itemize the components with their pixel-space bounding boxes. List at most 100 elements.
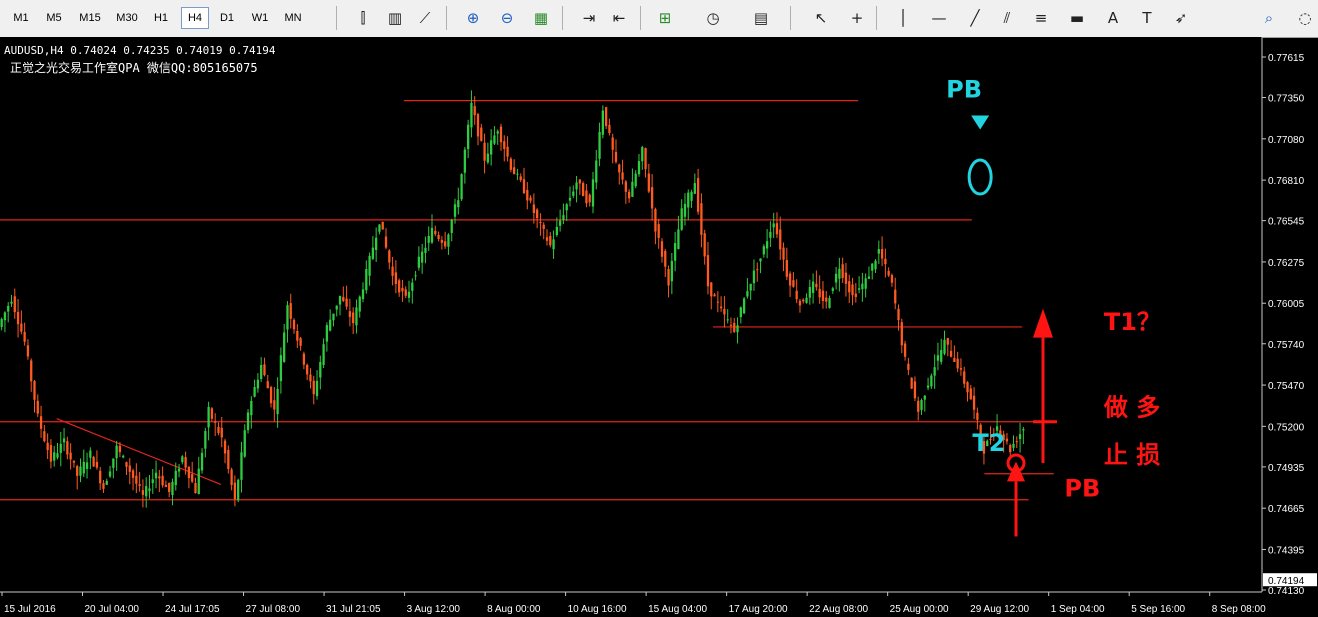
crosshair-icon[interactable]: + [850, 9, 864, 27]
timeframe-h4[interactable]: H4 [181, 7, 209, 29]
candle-body [62, 438, 66, 443]
timeframe-m30[interactable]: M30 [116, 12, 138, 24]
candle-body [10, 301, 13, 304]
zoom-out-icon[interactable]: ⊖ [500, 9, 514, 27]
fibonacci-icon[interactable]: ≡ [1034, 9, 1048, 27]
chart-annotation: PB [1064, 475, 1100, 503]
candle-body [128, 465, 131, 472]
candle-body [756, 269, 759, 271]
candle-body [407, 291, 411, 298]
candle-body [434, 230, 437, 235]
candle-body [1012, 443, 1015, 448]
candle-body [654, 209, 657, 232]
timeframe-h1[interactable]: H1 [153, 12, 169, 24]
candle-body [555, 226, 559, 235]
candle-body [187, 466, 191, 479]
x-tick-label: 24 Jul 17:05 [165, 604, 220, 615]
candle-body [250, 400, 253, 416]
indicators-icon[interactable]: ⊞ [658, 9, 672, 27]
text-icon[interactable]: A [1107, 9, 1119, 27]
candle-body [424, 247, 427, 253]
candle-body [667, 269, 670, 286]
candle-body [486, 153, 490, 163]
candle-body [608, 124, 611, 134]
candle-body [598, 131, 601, 159]
y-tick-label: 0.76275 [1268, 258, 1305, 269]
timeframe-w1[interactable]: W1 [251, 12, 269, 24]
candle-body [775, 223, 779, 235]
candle-body [204, 431, 207, 449]
candle-body [217, 426, 220, 434]
candle-body [197, 468, 200, 495]
candle-body [381, 221, 384, 230]
candle-body [719, 306, 723, 309]
candle-body [664, 250, 667, 267]
templates-icon[interactable]: ▤ [753, 9, 769, 27]
chat-icon[interactable]: ◌ [1298, 9, 1312, 27]
candle-body [427, 235, 430, 243]
candle-body [739, 307, 742, 318]
arrows-icon[interactable]: ➶ [1174, 9, 1188, 27]
candle-body [39, 416, 43, 429]
trendline[interactable] [56, 418, 222, 486]
y-tick-label: 0.74130 [1268, 586, 1305, 597]
candle-body [207, 406, 210, 428]
candle-body [723, 308, 726, 315]
candle-body [473, 106, 476, 116]
candle-body [263, 364, 266, 376]
candle-body [1022, 429, 1025, 431]
candle-body [273, 400, 276, 410]
text-label-icon[interactable]: T [1142, 9, 1152, 27]
candle-body [99, 470, 102, 484]
timeframe-d1[interactable]: D1 [219, 12, 235, 24]
candle-body [762, 246, 765, 255]
timeframe-m1[interactable]: M1 [13, 12, 29, 24]
candle-body [332, 313, 335, 321]
vertical-line-icon[interactable]: │ [898, 9, 908, 27]
candle-body [923, 395, 926, 400]
candle-body [979, 424, 982, 439]
candle-body [910, 377, 913, 389]
timeframe-m15[interactable]: M15 [79, 12, 101, 24]
horizontal-line-icon[interactable]: — [931, 9, 947, 27]
cursor-icon[interactable]: ↖ [814, 9, 828, 27]
y-tick-label: 0.76810 [1268, 176, 1305, 187]
candle-body [657, 224, 660, 238]
candle-body [512, 167, 516, 175]
candle-body [266, 381, 269, 389]
candle-body [986, 440, 989, 446]
candle-body [489, 140, 493, 155]
trendline-icon[interactable]: ╱ [970, 9, 980, 27]
candle-body [292, 319, 296, 330]
zoom-in-icon[interactable]: ⊕ [466, 9, 480, 27]
autoscroll-icon[interactable]: ⇤ [612, 9, 626, 27]
candle-body [549, 236, 552, 246]
candle-body [972, 395, 976, 410]
timeframe-mn[interactable]: MN [284, 12, 302, 24]
candle-body [759, 258, 762, 262]
candle-body [118, 445, 122, 453]
symbol-line: AUDUSD,H4 0.74024 0.74235 0.74019 0.7419… [4, 44, 276, 57]
x-tick-label: 29 Aug 12:00 [970, 604, 1029, 615]
candle-body [976, 412, 979, 420]
line-chart-icon[interactable]: ⟋ [419, 9, 431, 27]
candle-body [848, 281, 851, 293]
candle-body [926, 385, 930, 388]
candle-body [233, 482, 237, 500]
candle-body [53, 452, 56, 461]
tile-windows-icon[interactable]: ▦ [533, 9, 549, 27]
candle-body [338, 295, 342, 305]
chart-shift-icon[interactable]: ⇥ [582, 9, 596, 27]
candle-body [940, 350, 943, 362]
channel-icon[interactable]: ⫽ [1003, 9, 1011, 27]
candle-body [342, 297, 345, 302]
candle-body [772, 223, 775, 228]
candle-body [591, 179, 595, 207]
candlestick-icon[interactable]: ▥ [387, 9, 403, 27]
timeframe-m5[interactable]: M5 [46, 12, 62, 24]
periods-icon[interactable]: ◷ [706, 9, 720, 27]
search-icon[interactable]: ⌕ [1264, 9, 1274, 27]
rectangle-icon[interactable]: ▬ [1069, 9, 1085, 27]
bar-chart-icon[interactable]: ⫿ [360, 9, 366, 27]
